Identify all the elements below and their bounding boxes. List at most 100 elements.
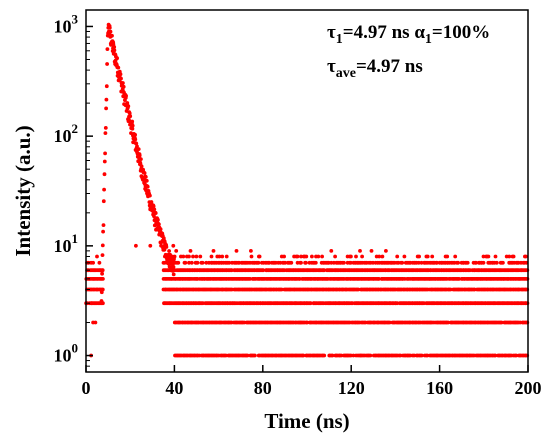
data-point — [474, 260, 478, 265]
data-point — [170, 260, 175, 265]
tau-ave-value: =4.97 ns — [356, 56, 423, 77]
y-tick-label: 103 — [54, 11, 79, 36]
data-point — [136, 147, 141, 152]
data-point — [142, 171, 147, 175]
data-point — [305, 320, 309, 325]
annotation-tau1: τ1=4.97 ns α1=100% — [327, 22, 490, 47]
data-point — [97, 260, 102, 265]
data-point — [220, 254, 225, 259]
data-point — [100, 287, 105, 292]
y-axis-ticks: 100 101 102 103 — [54, 11, 93, 367]
data-point — [481, 254, 486, 259]
data-point — [100, 271, 104, 276]
data-point — [248, 277, 252, 281]
data-point — [130, 126, 135, 131]
data-point — [339, 353, 344, 358]
x-tick-label: 0 — [82, 378, 91, 398]
data-point — [371, 260, 375, 265]
data-point — [282, 254, 286, 259]
tau1-value: =4.97 ns — [343, 22, 415, 43]
data-point — [257, 254, 262, 259]
data-point — [91, 260, 95, 265]
data-point — [320, 254, 324, 259]
data-point — [130, 123, 135, 128]
data-point — [102, 187, 106, 192]
data-point — [151, 204, 156, 209]
x-tick-label: 40 — [165, 378, 183, 398]
data-point — [267, 260, 272, 265]
data-point — [102, 159, 107, 164]
data-point — [368, 353, 373, 358]
data-point — [152, 214, 156, 219]
data-point — [333, 254, 337, 259]
data-point — [400, 260, 405, 265]
data-point — [351, 353, 356, 358]
data-point — [101, 223, 106, 228]
data-point — [137, 153, 142, 158]
data-point — [115, 56, 119, 61]
data-point — [395, 254, 400, 259]
data-point — [349, 254, 353, 259]
data-point — [330, 353, 335, 358]
data-point — [153, 211, 158, 216]
data-point — [425, 353, 430, 358]
data-point — [127, 111, 132, 116]
data-point — [261, 268, 266, 273]
data-point — [384, 249, 388, 253]
data-point — [380, 254, 385, 259]
data-point — [100, 253, 105, 257]
data-point — [162, 243, 167, 248]
data-point — [253, 353, 257, 358]
data-point — [167, 249, 172, 253]
data-point — [377, 254, 382, 259]
data-point — [445, 254, 450, 259]
data-point — [486, 254, 491, 259]
data-point — [121, 81, 125, 85]
annotation-tau-ave: τave=4.97 ns — [327, 56, 423, 81]
data-point — [329, 260, 334, 265]
data-point — [158, 227, 163, 232]
data-point — [171, 243, 176, 248]
data-point — [279, 287, 284, 292]
data-point — [105, 47, 110, 51]
data-point — [283, 260, 287, 265]
alpha1-subscript: 1 — [425, 32, 432, 47]
data-point — [183, 260, 188, 265]
data-point — [481, 260, 486, 265]
data-point — [130, 119, 135, 124]
data-point — [295, 260, 300, 265]
data-point — [278, 260, 283, 265]
y-tick-label: 100 — [54, 341, 79, 366]
data-point — [176, 260, 181, 265]
data-point — [245, 353, 250, 358]
data-point — [101, 229, 105, 234]
data-point — [118, 72, 123, 77]
data-point — [93, 320, 98, 325]
data-point — [156, 218, 160, 222]
data-point — [448, 287, 453, 292]
data-point — [187, 254, 191, 259]
data-point — [104, 84, 109, 89]
y-tick-label: 102 — [54, 121, 79, 146]
data-point — [134, 243, 138, 248]
data-point — [256, 260, 261, 265]
data-point — [377, 277, 381, 281]
data-point — [100, 268, 105, 273]
data-point — [430, 254, 435, 259]
data-point — [144, 178, 149, 183]
data-point — [157, 222, 161, 227]
data-point — [209, 254, 214, 259]
data-point — [435, 260, 439, 265]
data-point — [108, 29, 113, 34]
data-point — [304, 260, 308, 265]
data-point — [501, 260, 505, 265]
data-point — [524, 260, 529, 265]
data-point — [107, 25, 112, 30]
data-point — [229, 268, 234, 273]
data-point — [103, 126, 108, 130]
data-point — [465, 260, 470, 265]
data-point — [316, 254, 321, 259]
data-point — [188, 249, 193, 253]
alpha1-symbol: α — [414, 22, 425, 43]
data-point — [152, 207, 157, 212]
